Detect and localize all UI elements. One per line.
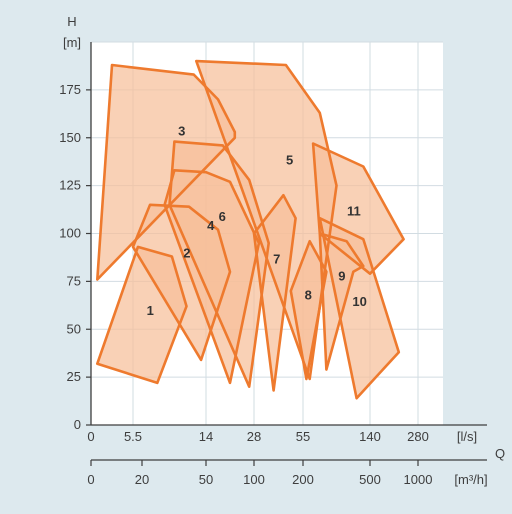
region-edge-1	[96, 245, 188, 385]
region-edge-8	[289, 239, 328, 381]
x-flow-tick-label-3: 28	[247, 429, 261, 444]
region-edge-6	[168, 140, 270, 388]
y-tick-label-3: 75	[67, 273, 81, 288]
region-edge-10	[318, 216, 401, 400]
x-flow-tick-label-1: 5.5	[124, 429, 142, 444]
x-m3h-tick-label-1: 20	[135, 472, 149, 487]
region-label-8: 8	[305, 288, 312, 303]
region-label-3: 3	[178, 123, 185, 138]
region-label-6: 6	[219, 209, 226, 224]
region-label-11: 11	[347, 203, 361, 218]
region-labels: 1 2 3 4 5 6 7 8 9 10 11	[147, 123, 367, 318]
region-fill-3	[97, 65, 235, 280]
x-m3h-tick-label-6: 1000	[404, 472, 433, 487]
region-label-7: 7	[273, 251, 280, 266]
x-flow-unit: [l/s]	[457, 429, 477, 444]
region-edge-3	[96, 63, 237, 281]
x-flow-tick-label-5: 140	[359, 429, 381, 444]
region-edge-4	[163, 169, 261, 385]
x-m3h-tick-label-0: 0	[87, 472, 94, 487]
x-m3h-unit: [m³/h]	[454, 472, 487, 487]
x-flow-tick-label-4: 55	[296, 429, 310, 444]
y-tick-label-0: 0	[74, 417, 81, 432]
region-fill-10	[319, 218, 399, 399]
x-m3h-tick-label-2: 50	[199, 472, 213, 487]
region-edge-11	[311, 142, 405, 275]
region-label-1: 1	[147, 303, 154, 318]
pump-regions	[96, 59, 405, 400]
y-axis-unit: [m]	[63, 35, 81, 50]
region-label-4: 4	[207, 218, 215, 233]
x-flow-tick-label-0: 0	[87, 429, 94, 444]
y-tick-label-5: 125	[59, 178, 81, 193]
region-label-2: 2	[183, 245, 190, 260]
region-fill-8	[290, 241, 327, 379]
x-flow-tick-label-2: 14	[199, 429, 213, 444]
region-fill-7	[254, 195, 296, 391]
region-fill-6	[169, 141, 269, 387]
region-edge-2	[131, 203, 232, 362]
x-m3h-tick-label-4: 200	[292, 472, 314, 487]
region-edge-7	[252, 193, 297, 392]
region-edge-9	[318, 232, 365, 371]
x-axis-name: Q	[495, 446, 505, 461]
region-label-9: 9	[338, 268, 345, 283]
x-flow-tick-label-6: 280	[407, 429, 429, 444]
x-m3h-tick-label-5: 500	[359, 472, 381, 487]
y-tick-label-1: 25	[67, 369, 81, 384]
y-tick-label-7: 175	[59, 82, 81, 97]
region-fill-11	[313, 143, 404, 274]
y-tick-label-6: 150	[59, 130, 81, 145]
x-m3h-tick-label-3: 100	[243, 472, 265, 487]
y-tick-label-4: 100	[59, 226, 81, 241]
y-tick-label-2: 50	[67, 321, 81, 336]
region-label-5: 5	[286, 153, 293, 168]
region-label-10: 10	[352, 294, 366, 309]
y-axis-name: H	[67, 14, 76, 29]
